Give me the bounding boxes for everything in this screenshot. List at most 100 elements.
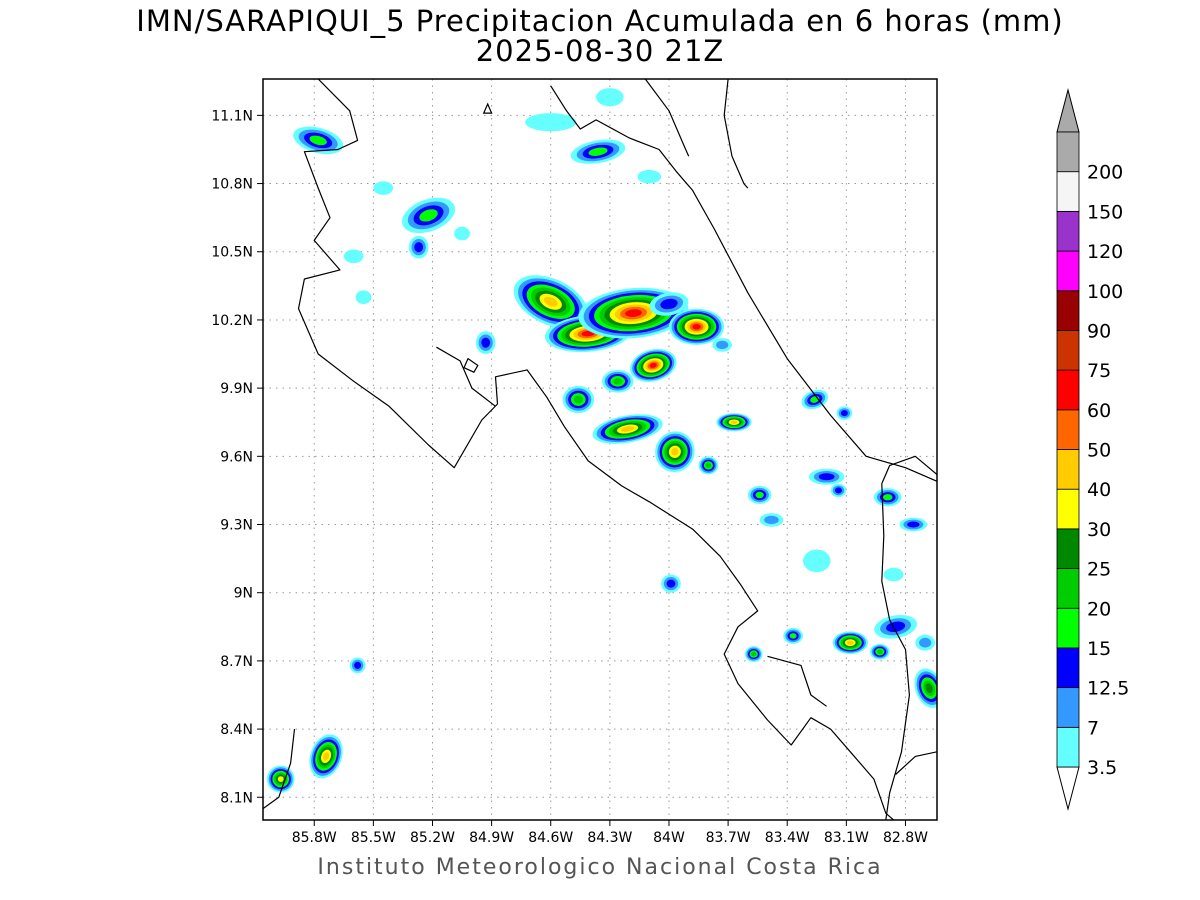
rain-cell (874, 614, 918, 639)
colorbar-level-label: 40 (1087, 479, 1111, 501)
rain-contour (588, 147, 608, 156)
rain-contour (525, 113, 577, 132)
colorbar-level-label: 15 (1087, 638, 1111, 660)
coastline (550, 85, 937, 482)
y-tick-label: 9.9N (220, 381, 253, 397)
colorbar-swatch (1056, 250, 1080, 292)
colorbar-swatch (1056, 449, 1080, 490)
map-gridlines (263, 79, 937, 820)
rain-cell (629, 348, 677, 382)
rain-contour (883, 567, 904, 582)
rain-contour (886, 621, 906, 633)
coastline (767, 655, 827, 707)
y-tick-label: 8.4N (220, 722, 253, 738)
coastline (723, 79, 749, 189)
rain-cell (596, 88, 624, 107)
colorbar-level-label: 75 (1087, 360, 1111, 382)
precipitation-field (266, 88, 937, 793)
rain-contour (454, 226, 470, 241)
colorbar-level-label: 90 (1087, 320, 1111, 342)
colorbar-level-label: 30 (1087, 519, 1111, 541)
rain-cell (869, 643, 890, 660)
rain-contour (277, 776, 284, 782)
y-tick-label: 10.5N (211, 245, 253, 261)
colorbar-min-arrow (1056, 766, 1080, 811)
colorbar-swatch (1056, 409, 1080, 450)
rain-cell (883, 567, 904, 582)
coastline (644, 79, 690, 157)
rain-contour (840, 410, 848, 417)
colorbar-level-label: 150 (1087, 201, 1123, 223)
colorbar-swatch (1056, 687, 1080, 728)
y-tick-label: 8.1N (220, 790, 253, 806)
colorbar: 3.5 7 12.5 15 20 25 30 40 50 60 75 90 100 120 150 200 (1056, 88, 1129, 811)
colorbar-swatch (1056, 726, 1080, 768)
x-tick-label: 84.6W (528, 830, 573, 846)
rain-cell (873, 488, 902, 507)
rain-contour (621, 426, 635, 432)
x-tick-label: 85.8W (292, 830, 337, 846)
coastline (436, 346, 496, 407)
x-tick-label: 84W (653, 830, 685, 846)
rain-cell (309, 734, 343, 779)
coastline (895, 751, 937, 775)
rain-cell (402, 197, 456, 234)
y-axis-ticks: 11.1N 10.8N 10.5N 10.2N 9.9N 9.6N 9.3N 9N 8.7N 8.… (211, 108, 263, 806)
rain-contour (637, 169, 662, 184)
rain-contour (764, 515, 779, 525)
colorbar-swatch (1056, 647, 1080, 689)
y-tick-label: 10.8N (211, 177, 253, 193)
rain-cell (562, 385, 595, 414)
x-tick-label: 83.7W (706, 830, 751, 846)
rain-contour (789, 633, 797, 639)
title-line-2: 2025-08-30 21Z (475, 34, 725, 68)
rain-cell (830, 483, 847, 498)
plot-frame (262, 78, 938, 821)
colorbar-swatch (1056, 131, 1080, 173)
rain-cell (655, 431, 695, 473)
rain-cell (716, 413, 752, 432)
rain-contour (613, 378, 623, 385)
rain-cell (513, 275, 588, 329)
x-tick-label: 85.5W (351, 830, 396, 846)
colorbar-swatch (1056, 369, 1080, 411)
coastline (263, 729, 296, 810)
rain-cell (808, 468, 845, 485)
rain-contour (373, 181, 394, 195)
rain-contour (802, 549, 831, 573)
rain-contour (716, 340, 729, 350)
rain-contour (309, 135, 327, 146)
x-tick-label: 84.9W (469, 830, 514, 846)
colorbar-level-label: 25 (1087, 559, 1111, 581)
rain-cell (668, 308, 725, 345)
rain-cell (698, 456, 719, 475)
title-line-1: IMN/SARAPIQUI_5 Precipitacion Acumulada … (136, 4, 1064, 38)
y-tick-label: 9.3N (220, 518, 253, 534)
rain-cell (712, 338, 733, 352)
rain-cell (592, 414, 663, 444)
rain-contour (751, 651, 757, 657)
x-tick-label: 83.1W (824, 830, 869, 846)
colorbar-level-label: 7 (1087, 717, 1099, 739)
colorbar-level-label: 100 (1087, 281, 1123, 303)
colorbar-level-label: 60 (1087, 400, 1111, 422)
rain-cell (802, 549, 831, 573)
rain-contour (671, 447, 679, 456)
x-tick-label: 84.3W (587, 830, 632, 846)
rain-cell (899, 517, 928, 532)
y-tick-label: 9.6N (220, 449, 253, 465)
rain-cell (349, 657, 366, 674)
rain-cell (637, 169, 662, 184)
rain-cell (783, 627, 803, 644)
coastline (881, 455, 937, 484)
x-axis-ticks: 85.8W 85.5W 85.2W 84.9W 84.6W 84.3W 84W 83.7W 83… (292, 820, 928, 846)
rain-contour (818, 473, 835, 481)
rain-contour (925, 683, 933, 693)
colorbar-max-arrow (1056, 88, 1080, 133)
rain-cell (747, 485, 772, 505)
colorbar-level-label: 20 (1087, 598, 1111, 620)
rain-cell (475, 331, 496, 355)
rain-contour (354, 661, 362, 669)
rain-contour (649, 362, 657, 368)
rain-cell (293, 126, 344, 155)
